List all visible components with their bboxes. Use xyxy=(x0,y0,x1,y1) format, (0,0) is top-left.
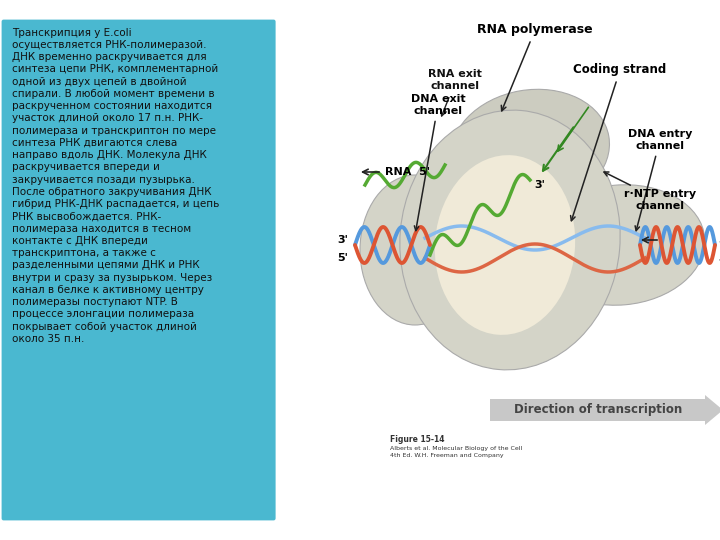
Ellipse shape xyxy=(400,110,620,370)
FancyArrow shape xyxy=(490,395,720,425)
Text: DNA entry
channel: DNA entry channel xyxy=(628,129,692,231)
Text: 3': 3' xyxy=(718,253,720,263)
Ellipse shape xyxy=(360,175,470,325)
Text: 3': 3' xyxy=(534,180,546,190)
Text: 5': 5' xyxy=(718,235,720,245)
Text: r·NTP entry
channel: r·NTP entry channel xyxy=(604,172,696,211)
Text: Транскрипция у E.coli
осуществляется РНК-полимеразой.
ДНК временно раскручиваетс: Транскрипция у E.coli осуществляется РНК… xyxy=(12,28,219,344)
FancyBboxPatch shape xyxy=(1,19,276,521)
Text: Direction of transcription: Direction of transcription xyxy=(514,403,682,416)
Text: RNA exit
channel: RNA exit channel xyxy=(428,69,482,91)
Ellipse shape xyxy=(535,185,705,305)
Text: Coding strand: Coding strand xyxy=(570,64,667,221)
Text: RNA  5': RNA 5' xyxy=(385,167,430,177)
Text: Alberts et al. Molecular Biology of the Cell
4th Ed. W.H. Freeman and Company: Alberts et al. Molecular Biology of the … xyxy=(390,447,522,457)
Ellipse shape xyxy=(451,89,609,211)
Text: DNA exit
channel: DNA exit channel xyxy=(410,94,465,231)
Ellipse shape xyxy=(435,155,575,335)
Text: 5': 5' xyxy=(337,253,348,263)
Text: Figure 15-14: Figure 15-14 xyxy=(390,435,444,444)
Text: RNA polymerase: RNA polymerase xyxy=(477,24,593,111)
Text: 3': 3' xyxy=(337,235,348,245)
